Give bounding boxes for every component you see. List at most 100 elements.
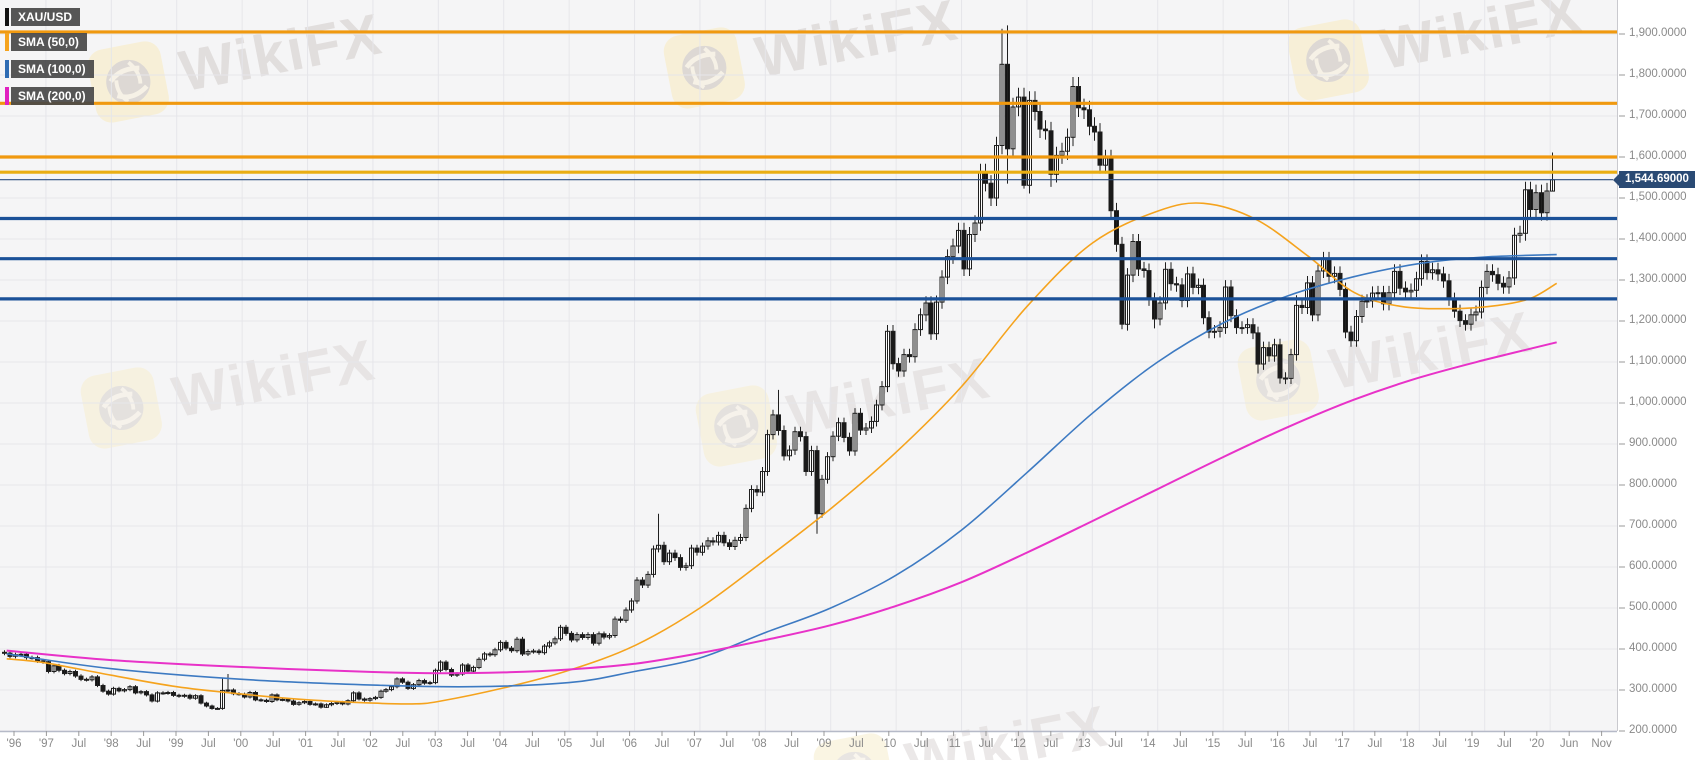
current-price-badge: 1,544.69000 — [1613, 171, 1695, 189]
x-axis-label: Jul — [784, 738, 799, 750]
wikifx-watermark: WikiFX — [810, 688, 1115, 760]
x-axis-label: '96 — [6, 738, 22, 750]
x-axis-label: '99 — [168, 738, 184, 750]
x-axis-label: Jul — [201, 738, 216, 750]
x-axis-label: Jul — [1108, 738, 1123, 750]
x-axis-label: '19 — [1464, 738, 1480, 750]
current-price-label: 1,544.69000 — [1625, 173, 1689, 186]
x-axis-label: Jun — [1559, 738, 1579, 750]
x-axis-label: '05 — [557, 738, 573, 750]
y-axis-label: 1,100.0000 — [1629, 355, 1687, 367]
x-axis-label: '16 — [1270, 738, 1286, 750]
sma-line-2000 — [6, 341, 1557, 675]
x-axis-label: Jul — [460, 738, 475, 750]
legend-item-sma50[interactable]: SMA (50,0) — [11, 33, 87, 51]
x-axis-label: Jul — [395, 738, 411, 750]
y-axis-label: 600.0000 — [1629, 560, 1677, 572]
sma-line-500 — [6, 202, 1558, 705]
y-axis-label: 1,000.0000 — [1629, 396, 1687, 408]
y-axis-label: 400.0000 — [1629, 642, 1677, 654]
x-axis-label: Jul — [849, 738, 864, 750]
x-axis-label: '00 — [233, 738, 249, 750]
x-axis-label: '01 — [298, 738, 314, 750]
x-axis-label: Jul — [1367, 738, 1383, 750]
legend-colorbar-sma200 — [5, 87, 9, 105]
plot-background — [0, 0, 1617, 732]
x-axis-label: '11 — [946, 738, 961, 750]
x-axis-label: '20 — [1529, 738, 1545, 750]
x-axis-label: '98 — [103, 738, 119, 750]
y-axis-label: 500.0000 — [1629, 601, 1677, 613]
legend-item-sma200[interactable]: SMA (200,0) — [11, 87, 94, 105]
x-axis-label: Jul — [71, 738, 87, 750]
x-axis-label: '14 — [1140, 738, 1156, 750]
x-axis-label: '15 — [1205, 738, 1221, 750]
y-axis-label: 1,400.0000 — [1629, 232, 1687, 244]
wikifx-logo-icon — [810, 730, 898, 760]
wikifx-watermark: WikiFX — [660, 0, 965, 112]
legend-item-sma100[interactable]: SMA (100,0) — [11, 60, 94, 78]
watermark-layer: WikiFX WikiFX WikiFX WikiFX WikiFX — [77, 0, 1589, 760]
x-axis-label: Jul — [1043, 738, 1059, 750]
x-axis-label: Jul — [330, 738, 346, 750]
wikifx-logo-icon — [660, 24, 748, 112]
y-axis-label: 800.0000 — [1629, 478, 1677, 490]
x-axis-label: Jul — [589, 738, 605, 750]
x-axis-label: Jul — [1497, 738, 1512, 750]
y-axis-label: 300.0000 — [1629, 683, 1677, 695]
x-axis-label: Nov — [1591, 738, 1612, 750]
x-axis-label: Jul — [136, 738, 151, 750]
x-axis-label: Jul — [1302, 738, 1318, 750]
wikifx-watermark: WikiFX — [84, 0, 389, 126]
x-axis-label: Jul — [265, 738, 281, 750]
x-axis-label: Jul — [1173, 738, 1188, 750]
x-axis-label: '06 — [622, 738, 638, 750]
x-axis-label: '97 — [38, 738, 54, 750]
sma-line-1000 — [6, 253, 1557, 688]
y-axis-label: 1,700.0000 — [1629, 109, 1687, 121]
x-axis-label: '02 — [362, 738, 378, 750]
y-axis-label: 1,500.0000 — [1629, 191, 1687, 203]
x-axis-label: Jul — [719, 738, 735, 750]
wikifx-watermark: WikiFX — [1284, 0, 1589, 104]
y-axis-label: 1,200.0000 — [1629, 314, 1687, 326]
legend-colorbar-sma50 — [5, 33, 9, 51]
x-axis-label: '17 — [1334, 738, 1350, 750]
y-axis-label: 1,900.0000 — [1629, 27, 1687, 39]
x-axis-label: '07 — [686, 738, 702, 750]
y-axis-label: 1,300.0000 — [1629, 273, 1687, 285]
x-axis-label: Jul — [525, 738, 540, 750]
x-axis-label: '04 — [492, 738, 508, 750]
legend-colorbar-sma100 — [5, 60, 9, 78]
wikifx-logo-icon — [1284, 16, 1372, 104]
y-axis-label: 1,600.0000 — [1629, 150, 1687, 162]
wikifx-watermark: WikiFX — [77, 322, 382, 452]
x-axis-label: Jul — [1237, 738, 1253, 750]
y-axis-label: 700.0000 — [1629, 519, 1677, 531]
wikifx-logo-icon — [84, 38, 172, 126]
y-axis-label: 200.0000 — [1629, 724, 1677, 736]
legend-label: SMA (100,0) — [18, 62, 86, 76]
wikifx-logo-icon — [77, 364, 165, 452]
x-axis-label: '12 — [1010, 738, 1026, 750]
x-axis-label: Jul — [654, 738, 670, 750]
x-axis-label: '13 — [1075, 738, 1091, 750]
x-axis-label: Jul — [978, 738, 994, 750]
candle-wicks — [4, 25, 1553, 710]
legend-colorbar-xauusd — [5, 8, 9, 26]
y-axis-label: 900.0000 — [1629, 437, 1677, 449]
legend-label: SMA (50,0) — [18, 35, 79, 49]
legend-label: SMA (200,0) — [18, 89, 86, 103]
x-axis-label: '03 — [427, 738, 443, 750]
x-axis-label: '08 — [751, 738, 767, 750]
legend-label: XAU/USD — [18, 10, 73, 24]
x-axis-label: '18 — [1399, 738, 1415, 750]
y-axis-label: 1,800.0000 — [1629, 68, 1687, 80]
x-axis-label: Jul — [913, 738, 929, 750]
x-axis-label: '10 — [881, 738, 897, 750]
legend-item-xauusd[interactable]: XAU/USD — [11, 8, 81, 26]
x-axis-label: '09 — [816, 738, 832, 750]
x-axis-label: Jul — [1432, 738, 1447, 750]
